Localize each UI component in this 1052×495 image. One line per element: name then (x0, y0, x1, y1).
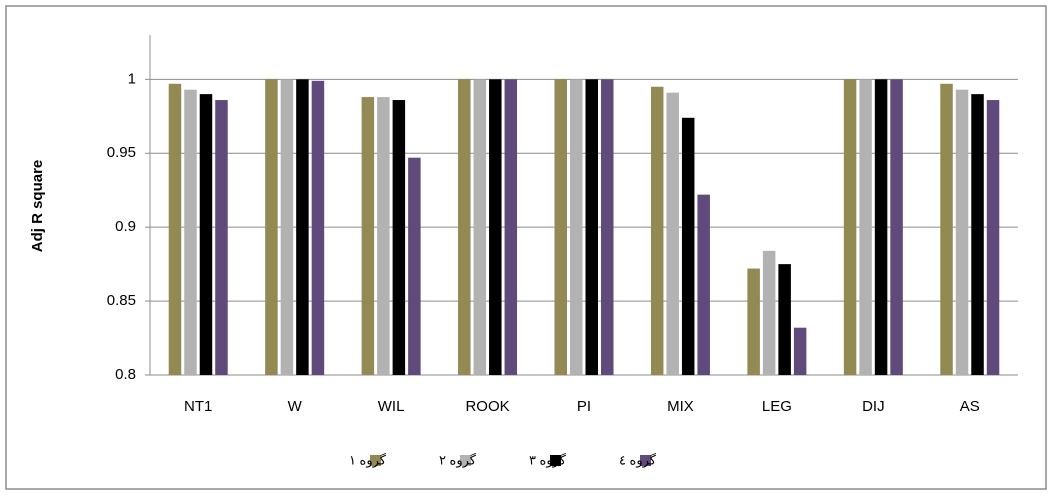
bar (986, 100, 1000, 375)
bar (793, 327, 807, 375)
bar (184, 89, 197, 376)
legend-label: گروه ٤ (619, 452, 657, 468)
bar (697, 194, 710, 375)
x-tick-label: W (288, 398, 303, 415)
bar (681, 117, 695, 376)
bar (168, 83, 182, 376)
x-tick-label: DIJ (862, 398, 885, 415)
bar (666, 92, 679, 376)
x-tick-label: WIL (378, 398, 405, 415)
bar (377, 97, 390, 375)
bar (585, 79, 598, 375)
bar (955, 89, 969, 376)
y-tick-label: 0.8 (115, 366, 136, 383)
bar (890, 79, 903, 375)
bar (458, 79, 471, 375)
bar (601, 79, 614, 375)
legend-label: گروه ١ (349, 452, 387, 468)
y-tick-label: 0.95 (107, 144, 136, 161)
bar (843, 79, 857, 375)
bar (570, 79, 583, 375)
bar (473, 79, 487, 375)
bar (296, 79, 309, 375)
bar (504, 79, 518, 375)
bar (199, 94, 213, 375)
bar (215, 100, 228, 375)
bar (859, 79, 872, 375)
x-tick-label: PI (577, 398, 591, 415)
x-tick-label: AS (960, 398, 980, 415)
bar (874, 79, 888, 375)
y-tick-label: 0.9 (115, 218, 136, 235)
bar (489, 79, 502, 375)
x-tick-label: LEG (762, 398, 792, 415)
bar (361, 97, 375, 375)
y-tick-label: 1 (128, 70, 136, 87)
bar (940, 83, 953, 376)
x-tick-label: NT1 (184, 398, 212, 415)
bar (554, 79, 567, 375)
legend-swatch (640, 455, 651, 466)
bar (408, 157, 421, 375)
legend-swatch (460, 455, 471, 466)
legend-swatch (370, 455, 381, 466)
bar (650, 86, 664, 375)
chart-frame (5, 5, 1047, 490)
bar (762, 250, 776, 375)
x-tick-label: MIX (667, 398, 694, 415)
bar (971, 94, 984, 375)
legend-swatch (550, 455, 561, 466)
bar (747, 268, 760, 375)
y-tick-label: 0.85 (107, 292, 136, 309)
bar (280, 79, 294, 375)
legend-label: گروه ٣ (529, 452, 567, 468)
bar (392, 100, 406, 375)
bar (265, 79, 278, 375)
y-axis-label: Adj R square (29, 160, 46, 253)
bar (778, 264, 791, 375)
x-tick-label: ROOK (465, 398, 509, 415)
bar (311, 80, 325, 376)
legend-label: گروه ٢ (439, 452, 477, 468)
